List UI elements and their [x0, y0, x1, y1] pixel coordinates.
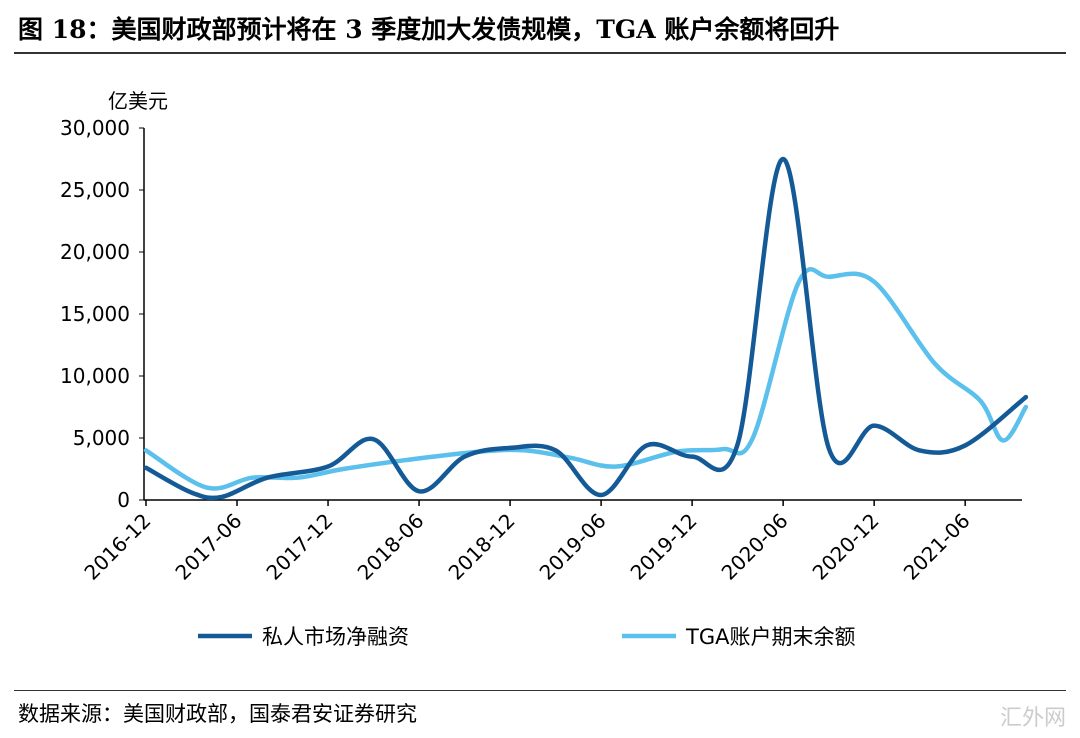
source-note: 数据来源：美国财政部，国泰君安证券研究 — [18, 702, 417, 726]
x-tick-label: 2017-06 — [170, 509, 246, 585]
x-tick-label: 2020-12 — [808, 509, 884, 585]
x-tick-label: 2018-12 — [444, 509, 520, 585]
series-line-1 — [143, 267, 1029, 491]
x-tick-label: 2021-06 — [899, 509, 975, 585]
figure-title: 图 18：美国财政部预计将在 3 季度加大发债规模，TGA 账户余额将回升 — [18, 15, 840, 44]
x-tick-label: 2020-06 — [717, 509, 793, 585]
legend-label: TGA账户期末余额 — [685, 625, 855, 649]
title-divider — [14, 52, 1066, 54]
y-tick-label: 30,000 — [60, 116, 130, 140]
y-tick-label: 10,000 — [60, 364, 130, 388]
series-line-0 — [143, 156, 1029, 501]
legend-label: 私人市场净融资 — [262, 625, 409, 649]
x-tick-label: 2019-12 — [626, 509, 702, 585]
watermark: 汇外网 — [999, 706, 1066, 731]
x-tick-label: 2016-12 — [79, 509, 155, 585]
y-tick-label: 20,000 — [60, 240, 130, 264]
y-tick-label: 0 — [117, 488, 130, 512]
x-tick-label: 2018-06 — [353, 509, 429, 585]
x-tick-label: 2017-12 — [262, 509, 338, 585]
y-tick-label: 15,000 — [60, 302, 130, 326]
y-axis-label: 亿美元 — [108, 89, 168, 113]
source-divider — [14, 690, 1066, 691]
line-chart: 亿美元 0 5,000 10,000 15,000 20,000 25,000 30,000… — [60, 89, 1029, 649]
y-tick-label: 25,000 — [60, 178, 130, 202]
x-tick-label: 2019-06 — [535, 509, 611, 585]
y-tick-label: 5,000 — [73, 426, 130, 450]
